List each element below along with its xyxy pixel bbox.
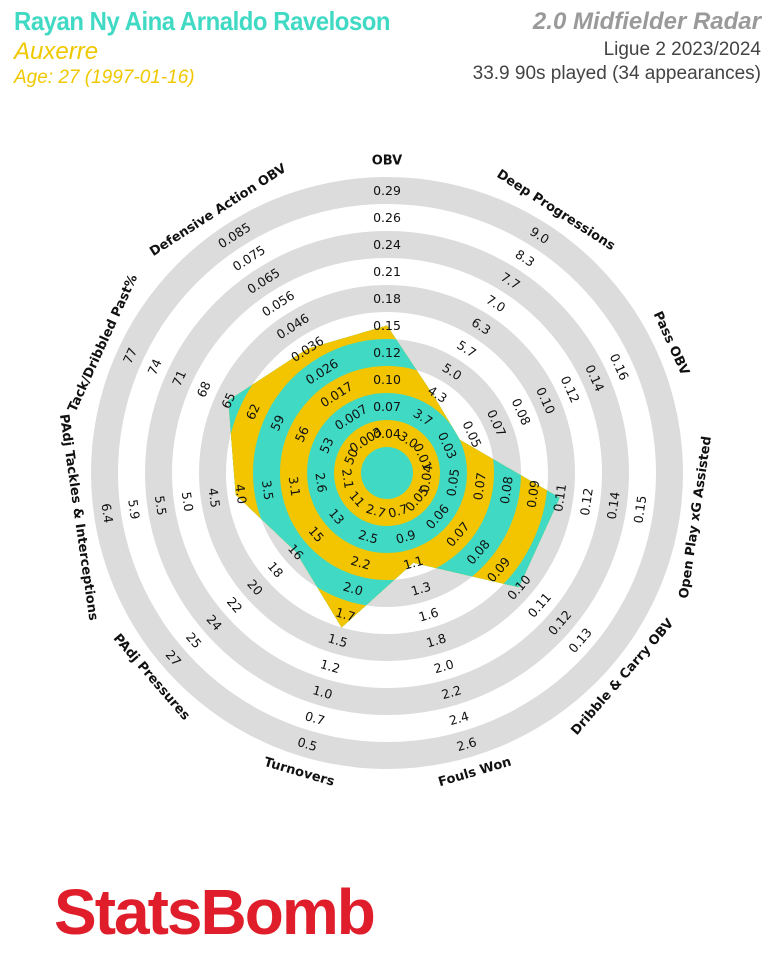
- tick-label: 3.5: [259, 479, 277, 501]
- tick-label: 3.1: [286, 475, 304, 497]
- tick-label: 5.9: [125, 498, 143, 520]
- minutes-played: 33.9 90s played (34 appearances): [472, 63, 761, 84]
- tick-label: 2.6: [312, 472, 330, 494]
- tick-label: 0.12: [577, 487, 596, 517]
- radar-title: 2.0 Midfielder Radar: [532, 8, 761, 35]
- tick-label: 0.11: [550, 483, 569, 513]
- tick-label: 5.0: [179, 491, 197, 513]
- tick-label: 50: [341, 446, 361, 467]
- tick-label: 56: [292, 424, 312, 445]
- tick-label: 1.8: [425, 630, 448, 650]
- tick-label: 6.4: [99, 502, 117, 524]
- tick-label: 5.5: [152, 495, 170, 517]
- tick-label: 53: [316, 435, 336, 456]
- tick-label: 2.1: [339, 468, 357, 490]
- tick-label: 0.18: [373, 291, 401, 306]
- tick-label: 1.6: [417, 604, 440, 624]
- tick-label: 2.0: [432, 656, 455, 676]
- player-age: Age: 27 (1997-01-16): [14, 67, 195, 88]
- league-season: Ligue 2 2023/2024: [603, 39, 761, 60]
- tick-label: 0.9: [394, 527, 417, 547]
- tick-label: 74: [144, 357, 164, 378]
- tick-label: 71: [169, 368, 189, 389]
- tick-label: 0.14: [604, 491, 623, 521]
- tick-label: 0.26: [373, 210, 401, 225]
- tick-label: 0.04: [417, 464, 436, 494]
- tick-label: 0.29: [373, 183, 401, 198]
- tick-label: 0.05: [443, 468, 462, 498]
- tick-label: 2.4: [447, 708, 470, 728]
- tick-label: 0.07: [470, 471, 489, 501]
- tick-label: 4.0: [232, 483, 250, 505]
- tick-label: 1.2: [319, 656, 342, 676]
- tick-label: 77: [120, 345, 140, 366]
- tick-label: 62: [243, 401, 263, 422]
- tick-label: 2.5: [357, 527, 380, 547]
- tick-label: 65: [218, 390, 238, 411]
- tick-label: 0.04: [373, 426, 401, 441]
- tick-label: 2.2: [440, 682, 463, 702]
- tick-label: 4.5: [205, 487, 223, 509]
- tick-label: 0.5: [296, 734, 319, 754]
- tick-label: 2.0: [341, 579, 364, 599]
- tick-label: 2.2: [349, 553, 372, 573]
- tick-label: 0.15: [373, 318, 401, 333]
- tick-label: 1.7: [334, 605, 357, 625]
- tick-label: 1.3: [409, 579, 432, 599]
- tick-label: 0.7: [386, 501, 409, 521]
- tick-label: 0.09: [524, 479, 543, 509]
- tick-label: 0.08: [497, 475, 516, 505]
- axis-label: OBV: [372, 154, 403, 169]
- tick-label: 2.7: [364, 501, 387, 521]
- team-name: Auxerre: [14, 38, 99, 65]
- tick-label: 59: [267, 413, 287, 434]
- tick-label: 0.10: [373, 372, 401, 387]
- tick-label: 0.7: [303, 708, 326, 728]
- tick-label: 68: [194, 379, 214, 400]
- tick-label: 0.12: [373, 345, 401, 360]
- polygon-band: [361, 447, 413, 499]
- tick-label: 1.1: [402, 553, 425, 573]
- tick-label: 1.5: [326, 630, 349, 650]
- statsbomb-logo: StatsBomb: [54, 876, 376, 948]
- player-name: Rayan Ny Aina Arnaldo Raveloson: [14, 6, 391, 36]
- tick-label: 1.0: [311, 682, 334, 702]
- tick-label: 0.24: [373, 237, 401, 252]
- tick-label: 2.6: [455, 734, 478, 754]
- tick-label: 0.21: [373, 264, 401, 279]
- tick-label: 0.07: [373, 399, 401, 414]
- tick-label: 0.15: [630, 495, 649, 525]
